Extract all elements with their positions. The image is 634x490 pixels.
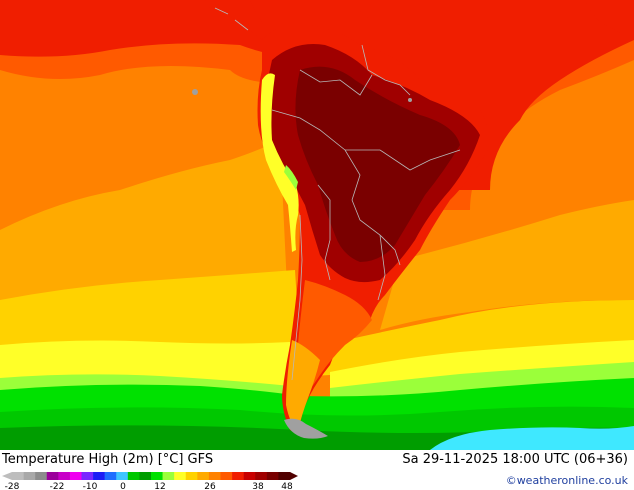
scale-bin bbox=[208, 472, 221, 480]
cyan-antarctic-area bbox=[430, 426, 634, 450]
scale-bin bbox=[243, 472, 256, 480]
scale-bin bbox=[174, 472, 187, 480]
scale-bin bbox=[35, 472, 48, 480]
scale-bin bbox=[46, 472, 59, 480]
andes-cool-strip bbox=[260, 73, 299, 252]
tierra-del-fuego bbox=[284, 418, 328, 439]
scale-tick-label: -10 bbox=[83, 482, 98, 490]
scale-tick-label: 48 bbox=[281, 482, 293, 490]
valid-time: Sa 29-11-2025 18:00 UTC (06+36) bbox=[402, 452, 628, 467]
scale-bin bbox=[278, 472, 291, 480]
map-title: Temperature High (2m) [°C] GFS bbox=[2, 452, 214, 467]
scale-bin bbox=[139, 472, 152, 480]
scale-arrow-high bbox=[290, 472, 298, 480]
scale-bin bbox=[116, 472, 129, 480]
border-line bbox=[271, 109, 361, 201]
scale-tick-label: 12 bbox=[154, 482, 165, 490]
scale-bin bbox=[266, 472, 279, 480]
caribbean-islands bbox=[330, 0, 634, 40]
color-scale-bins bbox=[2, 472, 298, 480]
scale-tick-label: 26 bbox=[204, 482, 216, 490]
border-line bbox=[317, 184, 331, 281]
temperature-map bbox=[0, 0, 634, 450]
scale-bin bbox=[127, 472, 140, 480]
scale-tick-label: 38 bbox=[252, 482, 264, 490]
andes-green-patch bbox=[284, 165, 298, 190]
island-marker bbox=[408, 98, 412, 102]
scale-bin bbox=[12, 472, 24, 480]
scale-bin bbox=[185, 472, 198, 480]
patagonia-area bbox=[286, 340, 320, 430]
country-borders bbox=[214, 7, 461, 381]
color-scale-ticks: -28 -22 -10 0 12 26 38 48 bbox=[5, 482, 293, 490]
scale-bin bbox=[81, 472, 94, 480]
scale-bin bbox=[232, 472, 244, 480]
credit-link[interactable]: ©weatheronline.co.uk bbox=[505, 474, 628, 487]
border-line bbox=[291, 214, 303, 381]
scale-bin bbox=[23, 472, 36, 480]
border-line bbox=[361, 44, 411, 96]
scale-bin bbox=[93, 472, 105, 480]
scale-bin bbox=[220, 472, 233, 480]
scale-bin bbox=[151, 472, 163, 480]
scale-bin bbox=[69, 472, 82, 480]
scale-bin bbox=[104, 472, 117, 480]
scale-bin bbox=[58, 472, 71, 480]
scale-arrow-low bbox=[2, 472, 12, 480]
border-line bbox=[377, 234, 386, 301]
scale-tick-label: -28 bbox=[5, 482, 20, 490]
very-hot-core-area bbox=[295, 66, 460, 263]
scale-tick-label: -22 bbox=[50, 482, 65, 490]
border-line bbox=[345, 149, 461, 171]
scale-bin bbox=[162, 472, 175, 480]
light-orange-band-east bbox=[380, 200, 634, 330]
yellow-green-band bbox=[0, 362, 634, 404]
border-line bbox=[299, 69, 373, 96]
scale-tick-label: 0 bbox=[120, 482, 126, 490]
color-scale-legend: -28 -22 -10 0 12 26 38 48 bbox=[2, 472, 298, 490]
galapagos-islands bbox=[192, 89, 198, 95]
scale-bin bbox=[197, 472, 210, 480]
border-line bbox=[214, 7, 249, 31]
scale-bin bbox=[255, 472, 268, 480]
